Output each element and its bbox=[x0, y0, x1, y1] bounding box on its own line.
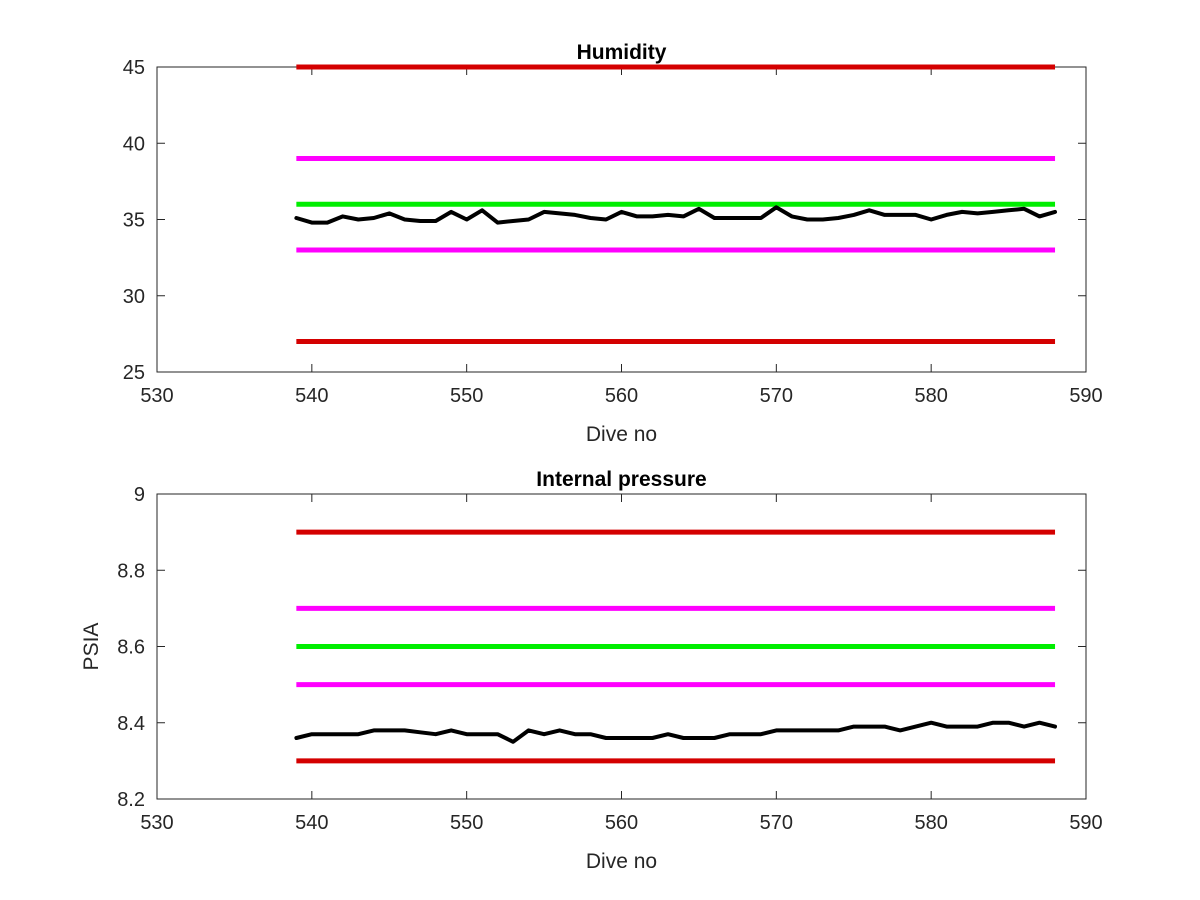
x-tick-label: 540 bbox=[295, 385, 328, 407]
y-tick-label: 25 bbox=[123, 362, 145, 384]
x-tick-label: 530 bbox=[140, 812, 173, 834]
x-axis-label: Dive no bbox=[586, 850, 657, 873]
x-tick-label: 560 bbox=[605, 812, 638, 834]
y-tick-label: 8.8 bbox=[117, 560, 145, 582]
x-tick-label: 550 bbox=[450, 812, 483, 834]
x-tick-label: 590 bbox=[1069, 385, 1102, 407]
x-tick-label: 550 bbox=[450, 385, 483, 407]
y-tick-label: 8.4 bbox=[117, 713, 145, 735]
subplot-1: 530 540 550 560 570 580 590 25 30 35 40 45 Humidity D… bbox=[123, 41, 1103, 446]
x-tick-label: 590 bbox=[1069, 812, 1102, 834]
data-series-line bbox=[294, 205, 1057, 225]
y-tick-label: 9 bbox=[134, 484, 145, 506]
y-tick-label: 45 bbox=[123, 57, 145, 79]
chart-title: Internal pressure bbox=[536, 468, 706, 491]
y-axis-label: PSIA bbox=[80, 623, 103, 671]
subplot-2: 530 540 550 560 570 580 590 8.2 8.4 8.6 8.8 9 Intern… bbox=[80, 468, 1103, 873]
x-axis-label: Dive no bbox=[586, 423, 657, 446]
data-series-line bbox=[294, 720, 1057, 744]
x-tick-label: 570 bbox=[760, 812, 793, 834]
x-tick-label: 530 bbox=[140, 385, 173, 407]
x-tick-label: 580 bbox=[914, 385, 947, 407]
chart-title: Humidity bbox=[577, 41, 667, 64]
y-tick-label: 8.6 bbox=[117, 637, 145, 659]
x-tick-label: 560 bbox=[605, 385, 638, 407]
x-tick-label: 580 bbox=[914, 812, 947, 834]
x-tick-label: 570 bbox=[760, 385, 793, 407]
y-tick-label: 8.2 bbox=[117, 789, 145, 811]
y-tick-label: 40 bbox=[123, 133, 145, 155]
y-tick-label: 35 bbox=[123, 210, 145, 232]
y-tick-label: 30 bbox=[123, 286, 145, 308]
x-tick-label: 540 bbox=[295, 812, 328, 834]
